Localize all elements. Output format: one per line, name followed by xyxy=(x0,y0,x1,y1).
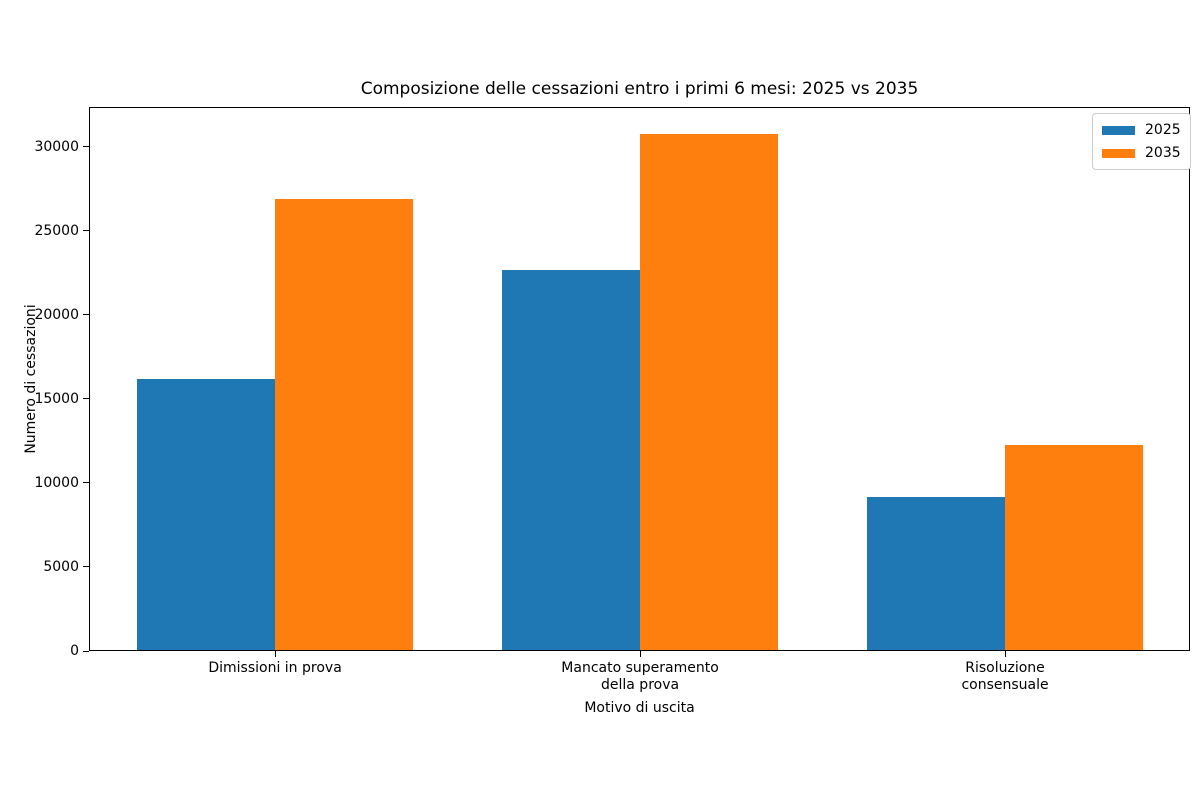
x-tick-mark xyxy=(1004,651,1006,657)
x-tick-label-0: Dimissioni in prova xyxy=(208,660,342,676)
x-tick-label-1: Mancato superamento della prova xyxy=(561,660,719,693)
legend-item-2035: 2035 xyxy=(1102,145,1181,161)
bar-2025-category-2 xyxy=(867,497,1006,651)
x-tick-mark xyxy=(274,651,276,657)
legend-item-2025: 2025 xyxy=(1102,122,1181,138)
y-tick-label: 10000 xyxy=(34,474,79,491)
y-tick-mark xyxy=(83,482,89,484)
legend-swatch-2025 xyxy=(1102,125,1135,135)
y-tick-label: 25000 xyxy=(34,222,79,239)
y-tick-label: 5000 xyxy=(43,558,79,575)
y-tick-mark xyxy=(83,230,89,232)
plot-area xyxy=(89,107,1190,651)
y-tick-label: 0 xyxy=(70,643,79,659)
legend-label-2025: 2025 xyxy=(1145,122,1181,138)
x-axis-label: Motivo di uscita xyxy=(584,700,695,716)
bar-2035-category-0 xyxy=(275,198,414,651)
y-tick-label: 20000 xyxy=(34,306,79,323)
y-tick-label: 15000 xyxy=(34,390,79,407)
bar-2035-category-1 xyxy=(640,133,779,651)
y-tick-label: 30000 xyxy=(34,138,79,155)
y-tick-mark xyxy=(83,398,89,400)
y-tick-mark xyxy=(83,566,89,568)
legend-label-2035: 2035 xyxy=(1145,145,1181,161)
legend-swatch-2035 xyxy=(1102,148,1135,158)
chart-title: Composizione delle cessazioni entro i pr… xyxy=(360,79,919,99)
bar-2025-category-1 xyxy=(502,270,641,651)
legend: 2025 2035 xyxy=(1092,113,1191,170)
bar-2025-category-0 xyxy=(137,378,276,651)
bar-2035-category-2 xyxy=(1005,445,1144,651)
y-tick-mark xyxy=(83,146,89,148)
y-tick-mark xyxy=(83,650,89,652)
y-tick-mark xyxy=(83,314,89,316)
y-axis-label: Numero di cessazioni xyxy=(23,304,39,454)
x-tick-label-2: Risoluzione consensuale xyxy=(961,660,1049,693)
x-tick-mark xyxy=(639,651,641,657)
